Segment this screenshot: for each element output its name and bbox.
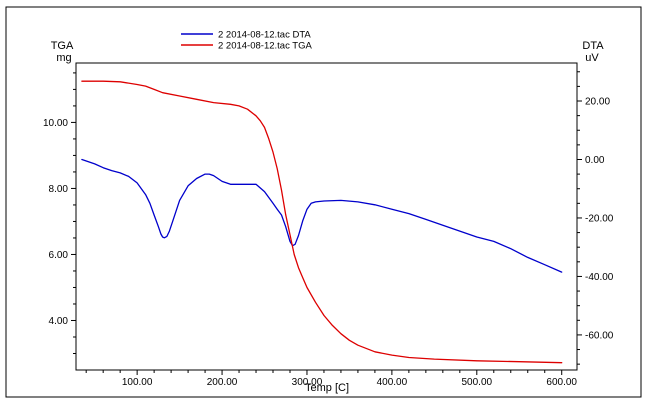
right-axis-label: DTA bbox=[582, 40, 604, 52]
left-tick-label: 6.00 bbox=[49, 250, 69, 261]
x-tick-label: 100.00 bbox=[122, 377, 153, 388]
dta-series-line bbox=[81, 158, 563, 273]
chart-frame bbox=[5, 6, 642, 398]
x-tick-label: 200.00 bbox=[207, 377, 238, 388]
right-axis-unit: uV bbox=[585, 52, 599, 64]
legend-label-tga: 2 2014-08-12.tac TGA bbox=[218, 41, 312, 52]
tga-series-line bbox=[81, 80, 563, 364]
right-tick-label: -60.00 bbox=[585, 330, 614, 341]
legend-label-dta: 2 2014-08-12.tac DTA bbox=[218, 30, 311, 41]
left-axis-unit: mg bbox=[56, 52, 71, 64]
left-tick-label: 4.00 bbox=[49, 316, 69, 327]
left-axis-label: TGA bbox=[51, 40, 74, 52]
right-tick-label: -40.00 bbox=[585, 272, 614, 283]
left-tick-label: 10.00 bbox=[43, 118, 68, 129]
legend: 2 2014-08-12.tac DTA 2 2014-08-12.tac TG… bbox=[181, 30, 312, 52]
x-tick-label: 600.00 bbox=[546, 377, 577, 388]
right-tick-label: -20.00 bbox=[585, 213, 614, 224]
data-series bbox=[81, 80, 563, 364]
left-tick-label: 8.00 bbox=[49, 184, 69, 195]
x-tick-label: 300.00 bbox=[292, 377, 323, 388]
right-tick-label: 20.00 bbox=[585, 97, 610, 108]
x-axis-label: Temp [C] bbox=[305, 382, 349, 394]
x-tick-label: 500.00 bbox=[462, 377, 493, 388]
right-tick-label: 0.00 bbox=[585, 155, 605, 166]
x-tick-label: 400.00 bbox=[377, 377, 408, 388]
axis-ticks: 100.00 200.00 300.00 400.00 500.00 600.00 4.00… bbox=[43, 71, 614, 388]
plot-area bbox=[75, 62, 578, 371]
